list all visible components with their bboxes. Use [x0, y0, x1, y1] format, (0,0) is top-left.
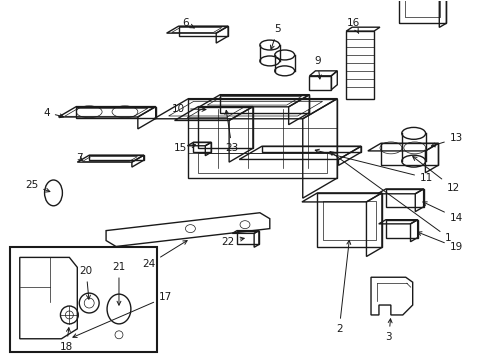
Text: 6: 6 — [182, 18, 194, 28]
Text: 8: 8 — [0, 359, 1, 360]
Text: 21: 21 — [112, 262, 125, 305]
Text: 4: 4 — [43, 108, 63, 118]
Text: 11: 11 — [315, 149, 432, 183]
Text: 24: 24 — [142, 240, 187, 269]
Text: 2: 2 — [335, 240, 350, 334]
Text: 15: 15 — [174, 143, 195, 153]
Text: 12: 12 — [412, 157, 459, 193]
Text: 9: 9 — [313, 56, 321, 79]
Text: 14: 14 — [422, 202, 462, 223]
Text: 16: 16 — [346, 18, 359, 33]
Text: 22: 22 — [221, 237, 244, 247]
Text: 10: 10 — [172, 104, 205, 113]
Text: 1: 1 — [329, 152, 451, 243]
Text: 25: 25 — [25, 180, 50, 192]
Text: 17: 17 — [73, 292, 172, 337]
Text: 20: 20 — [80, 266, 93, 299]
Text: 3: 3 — [385, 319, 391, 342]
Text: 13: 13 — [430, 133, 462, 147]
Text: 19: 19 — [417, 232, 462, 252]
Text: 7: 7 — [76, 153, 82, 163]
Text: 5: 5 — [270, 24, 281, 49]
Text: 18: 18 — [60, 328, 73, 352]
Text: 23: 23 — [224, 111, 238, 153]
